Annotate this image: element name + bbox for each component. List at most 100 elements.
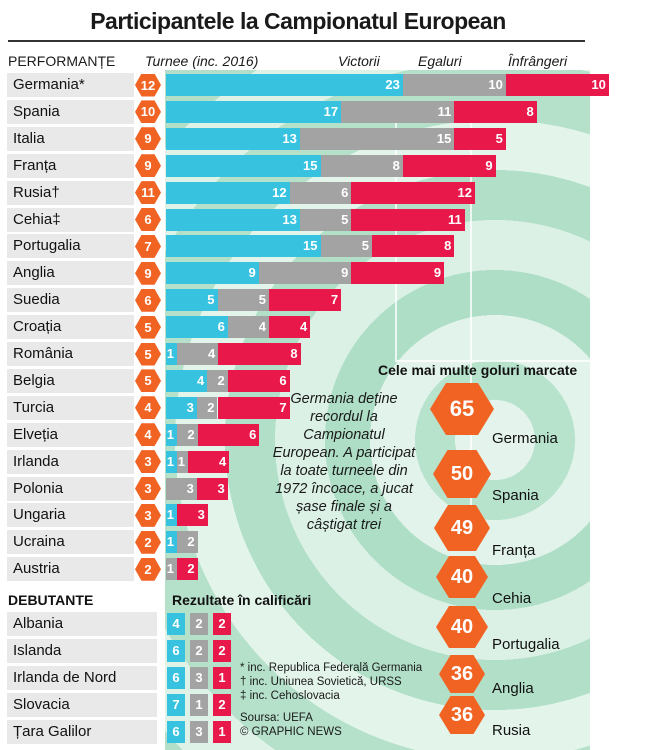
tournament-count-hex: 4 <box>135 423 161 447</box>
tournament-count-hex: 3 <box>135 477 161 500</box>
qualifying-cell-loss: 2 <box>213 693 231 716</box>
country-label: Cehia‡ <box>7 207 134 232</box>
bar-segment-loss: 5 <box>454 127 506 150</box>
goals-country-label: Rusia <box>492 722 531 739</box>
bar-segment-loss: 4 <box>188 450 230 473</box>
tournament-count-hex: 5 <box>135 315 161 339</box>
bar-segment-loss: 3 <box>177 504 208 527</box>
country-label: Franța <box>7 153 134 178</box>
bar-segment-draw: 1 <box>177 450 188 473</box>
bar-segment-loss: 7 <box>217 396 290 419</box>
qualifying-cell-draw: 3 <box>190 720 208 743</box>
bar-segment-loss: 7 <box>269 289 342 312</box>
qualifying-cell-loss: 1 <box>213 720 231 743</box>
bar-segment-win: 1 <box>166 450 177 473</box>
qualifying-cell-win: 7 <box>167 693 185 716</box>
bar-segment-win: 6 <box>166 316 228 339</box>
country-label: Spania <box>7 99 134 124</box>
qualifying-cell-draw: 3 <box>190 666 208 689</box>
tournament-count-hex: 9 <box>135 127 161 151</box>
country-label: Irlanda de Nord <box>7 665 157 690</box>
debutante-label: DEBUTANTE <box>8 592 94 608</box>
tournament-count-hex: 10 <box>135 100 161 124</box>
country-label: Portugalia <box>7 234 134 259</box>
qualifying-cell-draw: 1 <box>190 693 208 716</box>
bar-segment-draw: 11 <box>341 100 455 123</box>
tournament-count-hex: 7 <box>135 234 161 258</box>
bar-segment-win: 1 <box>166 343 177 365</box>
country-label: Irlanda <box>7 449 134 474</box>
bar-segment-draw: 2 <box>177 531 198 554</box>
bar-segment-loss: 10 <box>505 74 609 96</box>
bar-segment-win: 13 <box>166 127 300 150</box>
country-label: Austria <box>7 557 134 582</box>
country-label: Germania* <box>7 73 134 97</box>
country-label: Belgia <box>7 368 134 393</box>
credit-label: © GRAPHIC NEWS <box>240 726 342 738</box>
qualifying-cell-win: 6 <box>167 720 185 743</box>
title-divider <box>8 40 585 42</box>
tournament-count-hex: 3 <box>135 503 161 527</box>
bar-segment-loss: 3 <box>196 477 228 500</box>
goals-country-label: Franța <box>492 542 536 559</box>
bar-segment-win: 5 <box>166 289 218 312</box>
footnote-czech: ‡ inc. Cehoslovacia <box>240 690 340 702</box>
qualifying-cell-loss: 1 <box>213 666 231 689</box>
bar-segment-loss: 8 <box>454 100 537 123</box>
tournament-count-hex: 5 <box>135 342 161 366</box>
header-performante: PERFORMANȚE <box>8 53 116 69</box>
qualifying-cell-win: 4 <box>167 613 185 635</box>
bar-segment-draw: 3 <box>166 477 197 500</box>
bar-segment-draw: 6 <box>289 181 352 204</box>
goals-country-label: Portugalia <box>492 636 560 653</box>
tournament-count-hex: 9 <box>135 261 161 285</box>
country-label: Slovacia <box>7 692 157 717</box>
qualifying-cell-loss: 2 <box>213 639 231 662</box>
bar-segment-win: 13 <box>166 208 300 231</box>
bar-segment-win: 17 <box>166 100 342 123</box>
bar-segment-loss: 11 <box>351 208 465 231</box>
bar-segment-win: 3 <box>166 396 197 419</box>
bar-segment-draw: 5 <box>299 208 352 231</box>
goals-country-label: Anglia <box>492 680 534 697</box>
qualifying-cell-win: 6 <box>167 639 185 662</box>
bar-segment-win: 15 <box>166 154 321 177</box>
bar-segment-draw: 10 <box>402 74 506 96</box>
country-label: Croația <box>7 315 134 340</box>
bar-segment-win: 23 <box>166 74 403 96</box>
bar-segment-draw: 2 <box>207 369 228 392</box>
country-label: Italia <box>7 126 134 151</box>
bar-segment-loss: 9 <box>351 262 445 285</box>
country-label: Polonia <box>7 476 134 501</box>
country-label: Albania <box>7 612 157 636</box>
country-label: Turcia <box>7 395 134 420</box>
tournament-count-hex: 6 <box>135 288 161 312</box>
goals-title: Cele mai multe goluri marcate <box>378 362 578 378</box>
footnote-germany: * inc. Republica Federală Germania <box>240 662 423 674</box>
tournament-count-hex: 6 <box>135 208 161 231</box>
qualifying-cell-draw: 2 <box>190 639 208 662</box>
bar-segment-win: 4 <box>166 369 208 392</box>
tournament-count-hex: 4 <box>135 396 161 420</box>
country-label: Islanda <box>7 638 157 663</box>
page-title: Participantele la Campionatul European <box>90 8 506 34</box>
qualifying-cell-loss: 2 <box>213 613 231 635</box>
goals-country-label: Cehia <box>492 590 532 607</box>
bar-segment-win: 12 <box>166 181 290 204</box>
source-label: Soursa: UEFA <box>240 712 313 724</box>
bar-segment-win: 1 <box>166 531 177 554</box>
bar-segment-loss: 6 <box>197 423 260 446</box>
bar-segment-draw: 2 <box>196 396 218 419</box>
bar-segment-draw: 8 <box>320 154 403 177</box>
bar-segment-loss: 12 <box>351 181 475 204</box>
tournament-count-hex: 5 <box>135 369 161 393</box>
tournament-count-hex: 12 <box>135 73 161 97</box>
header-turnee: Turnee (inc. 2016) <box>145 53 259 69</box>
qualifying-title: Rezultate în calificări <box>172 592 312 608</box>
bar-segment-loss: 2 <box>177 558 198 581</box>
country-label: Ungaria <box>7 503 134 528</box>
country-label: Suedia <box>7 288 134 313</box>
tournament-count-hex: 3 <box>135 450 161 474</box>
bar-segment-draw: 1 <box>166 558 177 581</box>
